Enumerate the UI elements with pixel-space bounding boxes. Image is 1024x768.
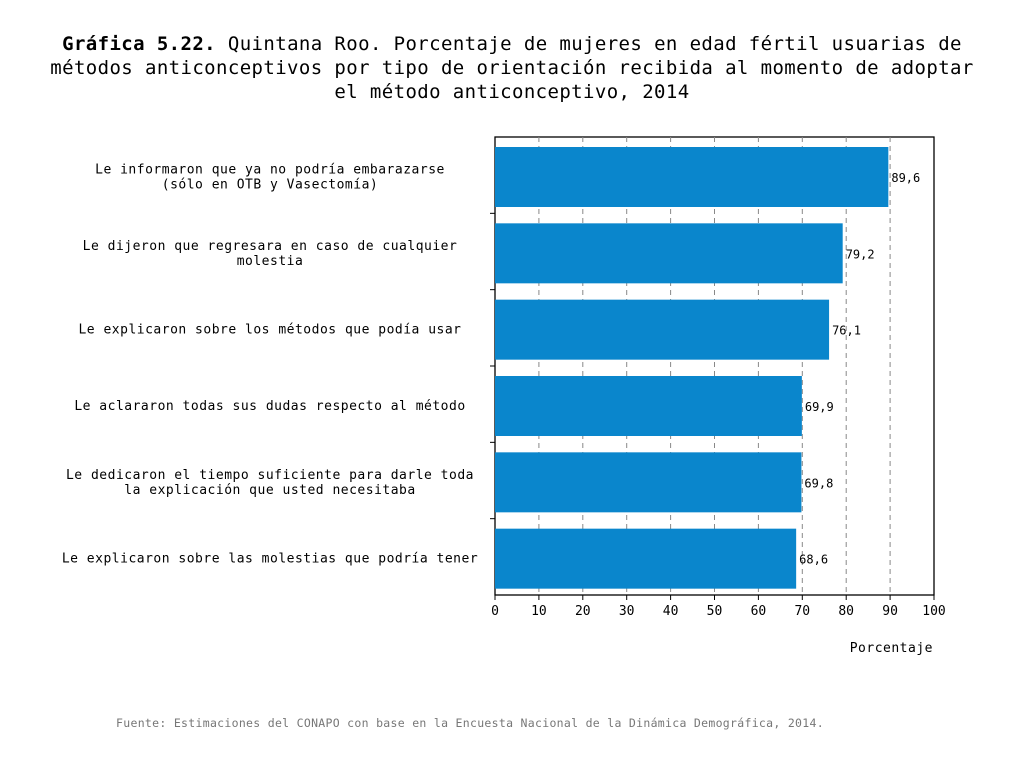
category-label: Le explicaron sobre los métodos que podí…: [78, 323, 461, 338]
category-label: Le explicaron sobre las molestias que po…: [62, 552, 478, 567]
x-tick-label: 50: [707, 604, 723, 619]
x-tick-label: 60: [751, 604, 767, 619]
bar-value-label: 69,8: [804, 476, 833, 490]
category-label-line: Le informaron que ya no podría embarazar…: [95, 163, 445, 178]
bar: [495, 452, 802, 513]
category-label-line: Le explicaron sobre los métodos que podí…: [78, 323, 461, 338]
bar-chart: 0 10 20 30 40 50 60 70 80 90 100 89,6 Le informaron …: [62, 136, 946, 619]
source-note: Fuente: Estimaciones del CONAPO con base…: [116, 716, 824, 730]
category-label-line: Le dedicaron el tiempo suficiente para d…: [66, 468, 474, 483]
bar-value-label: 79,2: [846, 247, 875, 261]
category-label-line: Le explicaron sobre las molestias que po…: [62, 552, 478, 567]
category-label-line: la explicación que usted necesitaba: [124, 483, 415, 498]
x-tick-label: 90: [882, 604, 898, 619]
x-tick-label: 0: [491, 604, 499, 619]
bar: [495, 147, 889, 207]
category-label-line: Le aclararon todas sus dudas respecto al…: [74, 399, 465, 414]
bar-value-label: 89,6: [891, 171, 920, 185]
x-tick-label: 70: [794, 604, 810, 619]
bar: [495, 376, 802, 436]
bar: [495, 528, 797, 589]
x-axis-label: Porcentaje: [849, 641, 933, 656]
x-tick-label: 40: [663, 604, 679, 619]
x-tick-label: 30: [619, 604, 635, 619]
category-label-line: (sólo en OTB y Vasectomía): [162, 178, 379, 193]
bar-value-label: 68,6: [799, 553, 828, 567]
chart-title-text: Quintana Roo. Porcentaje de mujeres en e…: [50, 33, 974, 103]
x-tick-label: 100: [922, 604, 945, 619]
x-tick-label: 10: [531, 604, 547, 619]
bar-value-label: 69,9: [805, 400, 834, 414]
category-label-line: molestia: [237, 254, 304, 269]
chart-title: Gráfica 5.22. Quintana Roo. Porcentaje d…: [40, 32, 984, 104]
category-label: Le dijeron que regresara en caso de cual…: [83, 239, 458, 269]
category-label-line: Le dijeron que regresara en caso de cual…: [83, 239, 458, 254]
bar-value-label: 76,1: [832, 324, 861, 338]
category-label: Le informaron que ya no podría embarazar…: [95, 163, 445, 193]
chart-title-number: Gráfica 5.22.: [62, 33, 217, 55]
bar: [495, 223, 843, 284]
category-label: Le aclararon todas sus dudas respecto al…: [74, 399, 465, 414]
x-tick-label: 20: [575, 604, 591, 619]
category-label: Le dedicaron el tiempo suficiente para d…: [66, 468, 474, 498]
bar: [495, 299, 830, 360]
x-tick-label: 80: [838, 604, 854, 619]
